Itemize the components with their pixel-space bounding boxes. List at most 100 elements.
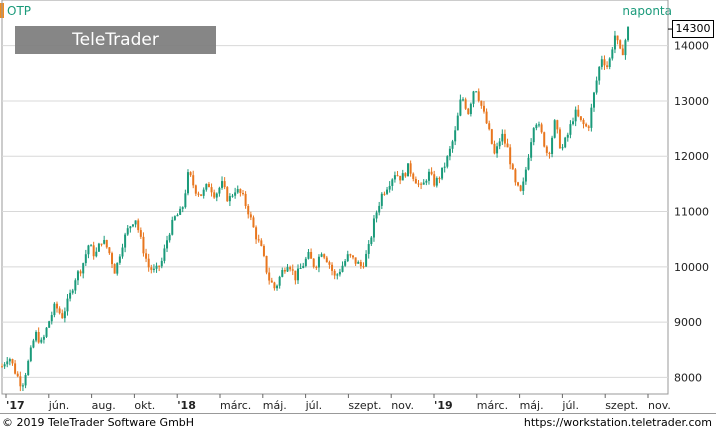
candle-body [425, 180, 428, 183]
candle-body [380, 193, 383, 206]
candle-body [152, 268, 155, 270]
candle-body [129, 226, 132, 229]
candle-body [147, 258, 150, 268]
candle-body [139, 230, 142, 237]
candle-body [118, 256, 121, 263]
candle-body [95, 251, 98, 257]
candle-body [548, 152, 551, 154]
candle-body [215, 193, 218, 198]
candle-body [388, 185, 391, 190]
candle-body [179, 208, 182, 215]
candle-body [522, 181, 525, 191]
candle-body [37, 332, 40, 343]
candle-body [590, 107, 593, 128]
symbol-label[interactable]: OTP [7, 4, 32, 18]
candle-body [48, 321, 51, 328]
candle-body [404, 173, 407, 177]
candle-body [619, 40, 622, 49]
candle-body [537, 124, 540, 126]
candle-body [197, 193, 200, 195]
watermark-logo: TeleTrader WorkStation [15, 26, 216, 78]
footer-copyright: © 2019 TeleTrader Software GmbH [2, 416, 195, 429]
candle-body [74, 280, 77, 291]
candle-body [320, 254, 323, 257]
candle-body [417, 183, 420, 185]
x-tick-label: okt. [134, 399, 155, 412]
candle-body [569, 124, 572, 135]
candle-body [166, 240, 169, 249]
candle-body [412, 173, 415, 179]
candle-body [312, 258, 315, 267]
candle-body [506, 143, 509, 148]
candle-body [477, 91, 480, 101]
candle-body [97, 243, 100, 252]
candle-body [553, 120, 556, 138]
candle-body [561, 147, 564, 149]
candle-body [365, 253, 368, 267]
candle-body [496, 146, 499, 154]
candle-body [433, 174, 436, 186]
candle-body [485, 111, 488, 124]
x-tick-label: szept. [605, 399, 638, 412]
candle-body [158, 265, 161, 267]
period-label[interactable]: naponta [622, 4, 672, 18]
candle-body [498, 141, 501, 147]
candle-body [131, 224, 134, 227]
candle-body [241, 193, 244, 195]
candle-body [262, 245, 265, 256]
candle-body [435, 178, 438, 186]
candle-body [29, 347, 32, 361]
candle-body [480, 100, 483, 106]
candle-body [456, 115, 459, 131]
candle-body [200, 194, 203, 196]
candle-body [207, 183, 210, 188]
candle-body [585, 124, 588, 127]
candle-body [8, 359, 11, 362]
candle-body [171, 219, 174, 235]
candle-body [420, 183, 423, 185]
candle-body [289, 267, 292, 270]
candle-body [310, 251, 313, 259]
candle-body [401, 173, 404, 181]
candle-body [205, 183, 208, 190]
candle-body [124, 234, 127, 248]
candle-body [273, 282, 276, 289]
candle-body [336, 274, 339, 276]
candle-body [362, 266, 365, 268]
candle-body [56, 303, 59, 309]
candle-body [184, 193, 187, 208]
candle-body [92, 245, 95, 257]
y-tick-label: 11000 [674, 206, 709, 219]
candle-body [163, 248, 166, 261]
candle-body [260, 240, 263, 246]
candle-body [514, 169, 517, 183]
candle-body [577, 109, 580, 117]
candle-body [194, 185, 197, 194]
candle-body [113, 264, 116, 274]
candle-body [574, 109, 577, 122]
candle-body [331, 264, 334, 271]
x-tick-label: máj. [520, 399, 544, 412]
candle-body [257, 239, 260, 241]
x-tick-label: júl. [305, 399, 323, 412]
footer-url[interactable]: https://workstation.teletrader.com [523, 416, 712, 429]
candle-body [21, 385, 24, 387]
candle-body [270, 280, 273, 283]
candle-body [566, 134, 569, 138]
candle-body [399, 175, 402, 181]
candle-body [173, 216, 176, 220]
candle-body [527, 157, 530, 170]
candle-body [286, 267, 289, 272]
plot-frame [1, 0, 669, 395]
candle-body [103, 239, 106, 244]
x-tick-label: máj. [263, 399, 287, 412]
candle-body [383, 193, 386, 195]
candle-body [409, 163, 412, 174]
candle-body [532, 128, 535, 143]
candle-body [517, 182, 520, 186]
candle-body [608, 58, 611, 67]
candle-body [490, 129, 493, 144]
candle-body [459, 99, 462, 116]
